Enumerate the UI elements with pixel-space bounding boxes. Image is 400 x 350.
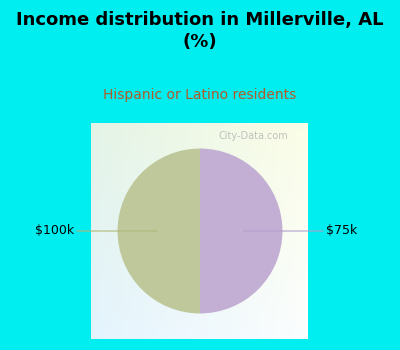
Text: Income distribution in Millerville, AL
(%): Income distribution in Millerville, AL (…	[16, 10, 384, 51]
Wedge shape	[118, 148, 200, 314]
Wedge shape	[200, 148, 282, 314]
Text: $100k: $100k	[35, 224, 157, 238]
Text: $75k: $75k	[243, 224, 357, 238]
Text: Hispanic or Latino residents: Hispanic or Latino residents	[103, 88, 297, 102]
Text: City-Data.com: City-Data.com	[219, 131, 289, 140]
